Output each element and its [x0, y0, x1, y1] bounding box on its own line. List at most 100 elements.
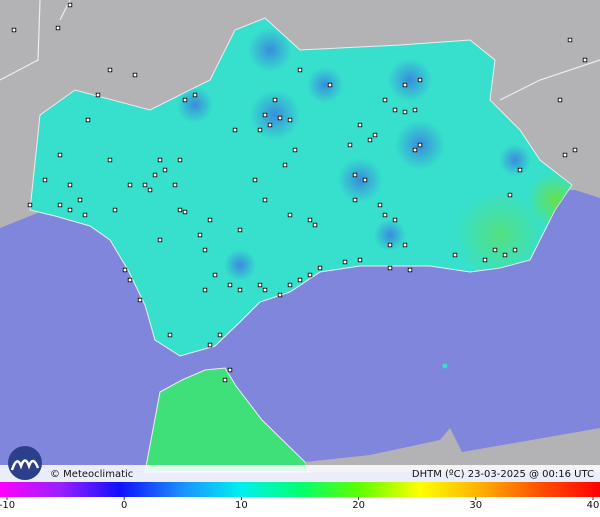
- station: [192, 92, 198, 98]
- station: [392, 217, 398, 223]
- station: [567, 37, 573, 43]
- station: [107, 67, 113, 73]
- station: [392, 107, 398, 113]
- station: [297, 67, 303, 73]
- scale-label: 10: [235, 500, 248, 511]
- station: [202, 287, 208, 293]
- station: [67, 2, 73, 8]
- station: [147, 187, 153, 193]
- station: [387, 242, 393, 248]
- station: [402, 82, 408, 88]
- station: [517, 167, 523, 173]
- station: [452, 252, 458, 258]
- stations: [11, 2, 588, 383]
- station: [282, 162, 288, 168]
- station: [562, 152, 568, 158]
- station: [67, 182, 73, 188]
- station: [492, 247, 498, 253]
- station: [82, 212, 88, 218]
- station: [257, 127, 263, 133]
- station: [152, 172, 158, 178]
- scale-ticks: -10 0 10 20 30 40: [0, 497, 599, 511]
- station: [142, 182, 148, 188]
- station: [297, 277, 303, 283]
- africa-land: [305, 428, 600, 472]
- station: [252, 177, 258, 183]
- logo: [8, 446, 42, 480]
- station: [387, 265, 393, 271]
- station: [42, 177, 48, 183]
- station: [357, 122, 363, 128]
- station: [67, 207, 73, 213]
- station: [512, 247, 518, 253]
- station: [272, 97, 278, 103]
- station: [57, 152, 63, 158]
- station: [227, 282, 233, 288]
- station: [402, 242, 408, 248]
- station: [85, 117, 91, 123]
- station: [262, 197, 268, 203]
- station: [407, 267, 413, 273]
- alboran-island: [442, 363, 448, 369]
- station: [572, 147, 578, 153]
- station: [382, 212, 388, 218]
- station: [95, 92, 101, 98]
- station: [412, 147, 418, 153]
- station: [502, 252, 508, 258]
- station: [122, 267, 128, 273]
- station: [267, 122, 273, 128]
- station: [307, 217, 313, 223]
- station: [127, 182, 133, 188]
- station: [352, 197, 358, 203]
- station: [582, 57, 588, 63]
- info-bar: [0, 465, 600, 482]
- station: [287, 282, 293, 288]
- station: [167, 332, 173, 338]
- station: [112, 207, 118, 213]
- scale-label: -10: [0, 500, 15, 511]
- station: [257, 282, 263, 288]
- station: [362, 177, 368, 183]
- station: [182, 97, 188, 103]
- scale-label: 20: [352, 500, 365, 511]
- station: [207, 342, 213, 348]
- station: [127, 277, 133, 283]
- logo-mark: [10, 459, 40, 471]
- station: [157, 237, 163, 243]
- station: [177, 157, 183, 163]
- station: [227, 367, 233, 373]
- station: [177, 207, 183, 213]
- station: [372, 132, 378, 138]
- station: [107, 157, 113, 163]
- temperature-field: [177, 28, 572, 281]
- station: [417, 77, 423, 83]
- station: [352, 172, 358, 178]
- station: [317, 265, 323, 271]
- station: [327, 82, 333, 88]
- station: [237, 287, 243, 293]
- station: [132, 72, 138, 78]
- station: [342, 259, 348, 265]
- station: [277, 115, 283, 121]
- station: [212, 272, 218, 278]
- station: [307, 272, 313, 278]
- station: [222, 377, 228, 383]
- station: [172, 182, 178, 188]
- station: [507, 192, 513, 198]
- station: [277, 292, 283, 298]
- station: [27, 202, 33, 208]
- scale-label: 40: [587, 500, 600, 511]
- station: [382, 97, 388, 103]
- color-scale: [0, 482, 600, 497]
- station: [262, 287, 268, 293]
- station: [292, 147, 298, 153]
- station: [262, 112, 268, 118]
- scale-label: 30: [469, 500, 482, 511]
- station: [55, 25, 61, 31]
- station: [57, 202, 63, 208]
- station: [162, 167, 168, 173]
- station: [417, 142, 423, 148]
- caption: DHTM (ºC) 23-03-2025 @ 00:16 UTC: [412, 469, 594, 480]
